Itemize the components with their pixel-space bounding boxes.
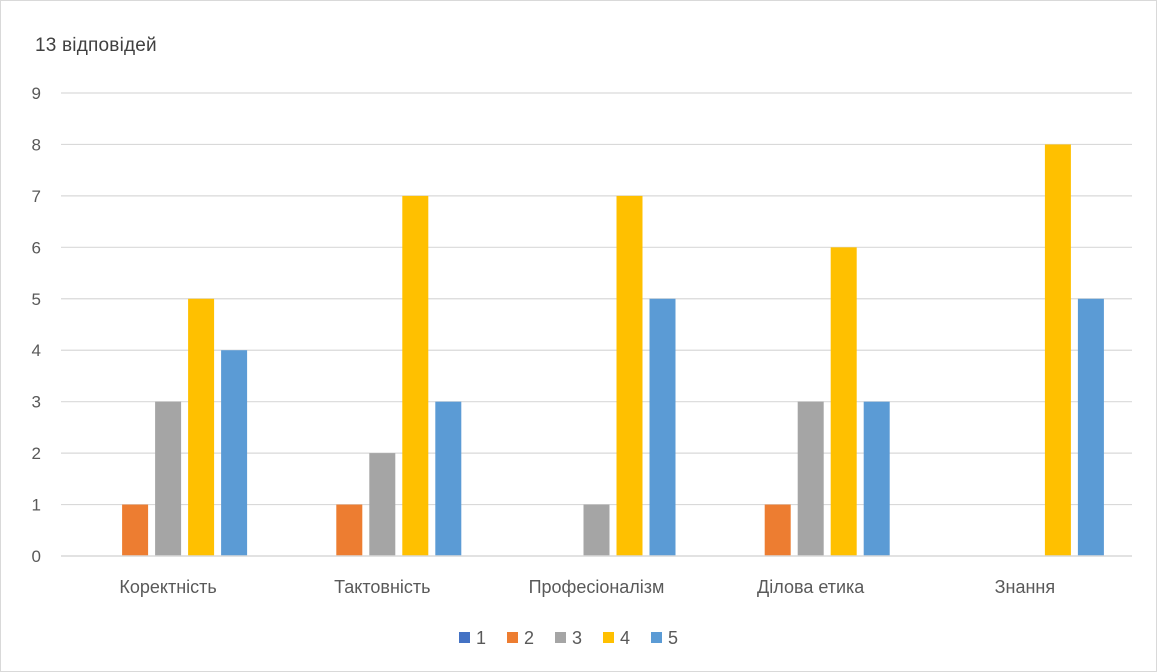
y-tick-label: 2 — [32, 444, 41, 463]
legend-label-4: 4 — [620, 628, 630, 648]
bar-2-2 — [336, 504, 363, 556]
x-category-label: Коректність — [119, 577, 216, 597]
bar-5-3 — [649, 298, 676, 556]
bar-3-4 — [797, 401, 824, 556]
chart-title: 13 відповідей — [35, 35, 157, 56]
bar-5-5 — [1077, 298, 1104, 556]
bar-3-3 — [583, 504, 610, 556]
x-axis-categories: Коректність Тактовність Професіоналізм Діло… — [119, 577, 1055, 597]
bars — [122, 144, 1104, 557]
y-tick-label: 6 — [32, 238, 41, 257]
bar-4-2 — [402, 195, 429, 556]
y-axis-ticks: 0 1 2 3 4 5 6 7 8 9 — [32, 84, 41, 566]
bar-2-4 — [764, 504, 791, 556]
legend-swatch-4 — [603, 632, 614, 643]
legend-swatch-3 — [555, 632, 566, 643]
legend-label-1: 1 — [476, 628, 486, 648]
legend: 1 2 3 4 5 — [459, 628, 678, 648]
legend-swatch-5 — [651, 632, 662, 643]
y-tick-label: 8 — [32, 135, 41, 154]
bar-4-5 — [1044, 144, 1071, 556]
bar-5-4 — [863, 401, 890, 556]
x-category-label: Ділова етика — [757, 577, 865, 597]
legend-label-2: 2 — [524, 628, 534, 648]
y-tick-label: 7 — [32, 187, 41, 206]
x-category-label: Знання — [995, 577, 1055, 597]
bar-5-1 — [221, 350, 248, 556]
legend-swatch-1 — [459, 632, 470, 643]
bar-5-2 — [435, 401, 462, 556]
bar-4-1 — [188, 298, 215, 556]
x-category-label: Тактовність — [334, 577, 430, 597]
legend-label-3: 3 — [572, 628, 582, 648]
bar-2-1 — [122, 504, 149, 556]
y-tick-label: 5 — [32, 290, 41, 309]
bar-4-4 — [830, 247, 857, 557]
y-tick-label: 0 — [32, 547, 41, 566]
legend-swatch-2 — [507, 632, 518, 643]
bar-3-2 — [369, 453, 396, 556]
bar-3-1 — [155, 401, 182, 556]
bar-4-3 — [616, 195, 643, 556]
y-tick-label: 9 — [32, 84, 41, 103]
y-tick-label: 3 — [32, 393, 41, 412]
x-category-label: Професіоналізм — [529, 577, 665, 597]
y-tick-label: 1 — [32, 496, 41, 515]
y-tick-label: 4 — [32, 341, 41, 360]
legend-label-5: 5 — [668, 628, 678, 648]
